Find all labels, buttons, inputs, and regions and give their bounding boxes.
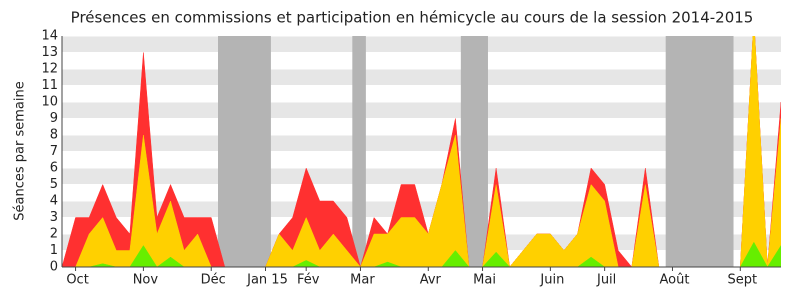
y-tick-label: 7 [50,144,58,159]
y-tick-label: 9 [50,111,58,126]
x-tick-label: Nov [133,273,159,288]
vacation-band [352,36,366,267]
y-tick-label: 0 [50,260,58,275]
x-tick-label: Avr [420,273,442,288]
chart-title: Présences en commissions et participatio… [71,9,754,27]
x-tick-label: Juin [539,273,564,288]
y-axis-label: Séances par semaine [13,81,28,220]
plot-area [62,36,781,267]
y-tick-label: 12 [41,62,58,77]
y-tick-label: 8 [50,128,58,143]
y-tick-label: 11 [41,78,58,93]
x-tick-label: Mar [350,273,375,288]
x-tick-label: Mai [473,273,496,288]
x-tick-label: Juil [596,273,616,288]
y-tick-label: 3 [50,210,58,225]
y-tick-label: 13 [41,45,58,60]
y-tick-label: 1 [50,243,58,258]
y-tick-label: 4 [50,194,58,209]
x-tick-label: Oct [66,273,88,288]
x-tick-label: Fév [297,273,320,288]
x-tick-label: Déc [201,273,226,288]
y-tick-label: 10 [41,95,58,110]
x-tick-label: Sept [727,273,757,288]
area [62,241,781,267]
y-tick-label: 2 [50,227,58,242]
y-tick-label: 6 [50,161,58,176]
x-tick-label: Août [659,273,689,288]
y-tick-label: 5 [50,177,58,192]
vacation-band [218,36,271,267]
y-tick-label: 14 [41,29,58,44]
vacation-band [665,36,734,267]
x-tick-label: Jan 15 [246,273,288,288]
